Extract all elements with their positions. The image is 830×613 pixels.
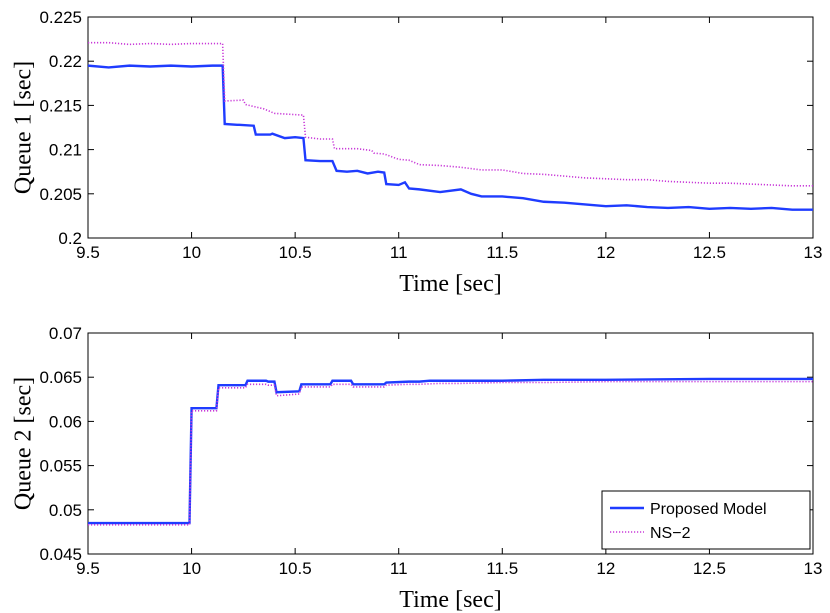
x-tick-label: 9.5 xyxy=(76,559,100,578)
x-tick-label: 10 xyxy=(182,243,201,262)
x-tick-label: 13 xyxy=(804,559,823,578)
x-tick-label: 10 xyxy=(182,559,201,578)
queue1-plot: 9.5 10 10.5 11 11.5 12 12.5 13 0.2 0.205 0.21 0.215… xyxy=(10,8,822,297)
queue2-plot: 9.5 10 10.5 11 11.5 12 12.5 13 0.045 0.05 0.055 0.0… xyxy=(10,324,822,613)
x-tick-label: 10.5 xyxy=(279,243,312,262)
y-tick-label: 0.055 xyxy=(39,457,82,476)
y-tick-label: 0.21 xyxy=(49,141,82,160)
x-tick-label: 12 xyxy=(596,243,615,262)
legend: Proposed Model NS−2 xyxy=(601,490,811,550)
proposed-model-line xyxy=(88,377,813,525)
x-tick-label: 11 xyxy=(390,243,408,262)
x-tick-label: 10.5 xyxy=(279,559,312,578)
y-tick-label: 0.065 xyxy=(39,368,82,387)
y-tick-label: 0.2 xyxy=(58,229,82,248)
x-tick-label: 9.5 xyxy=(76,243,100,262)
x-tick-label: 12.5 xyxy=(693,243,726,262)
x-axis-label: Time [sec] xyxy=(399,587,501,613)
axes-box xyxy=(87,16,814,239)
legend-box xyxy=(601,490,811,550)
ns2-line xyxy=(88,380,813,526)
x-tick-label: 11 xyxy=(390,559,408,578)
legend-proposed-label: Proposed Model xyxy=(650,501,767,518)
proposed-model-line xyxy=(87,64,813,211)
x-tick-label: 13 xyxy=(804,243,823,262)
y-tick-label: 0.205 xyxy=(39,185,82,204)
x-tick-label: 12.5 xyxy=(693,559,726,578)
y-tick-label: 0.06 xyxy=(49,412,82,431)
x-tick-label: 11.5 xyxy=(486,559,518,578)
y-axis-label: Queue 2 [sec] xyxy=(10,377,36,510)
y-axis-label: Queue 1 [sec] xyxy=(10,61,36,194)
y-tick-label: 0.215 xyxy=(39,96,82,115)
y-tick-label: 0.07 xyxy=(49,324,82,343)
y-tick-label: 0.045 xyxy=(39,545,82,564)
y-tick-label: 0.22 xyxy=(49,52,82,71)
legend-ns2-label: NS−2 xyxy=(650,525,691,542)
y-tick-label: 0.05 xyxy=(49,501,82,520)
x-tick-label: 12 xyxy=(596,559,615,578)
y-tick-label: 0.225 xyxy=(39,8,82,27)
x-tick-label: 11.5 xyxy=(486,243,518,262)
x-axis-label: Time [sec] xyxy=(399,271,501,297)
ns2-line xyxy=(88,41,813,187)
